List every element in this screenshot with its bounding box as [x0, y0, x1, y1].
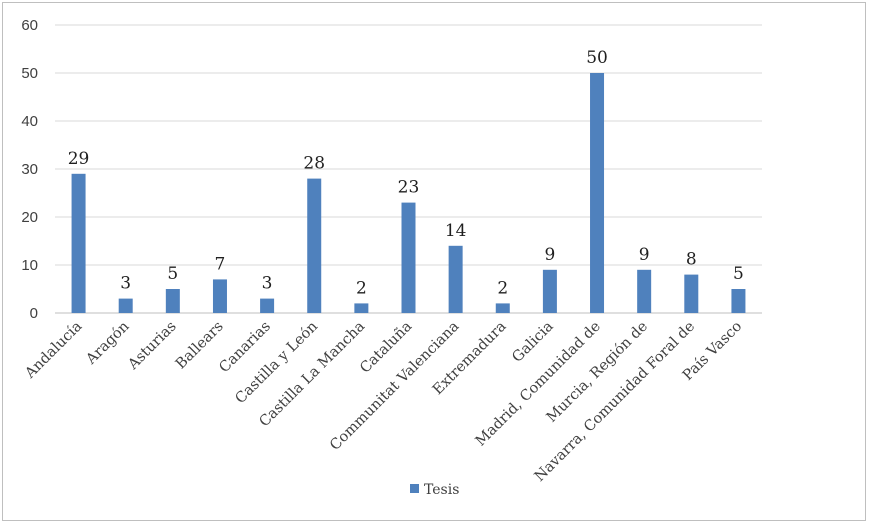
data-label: 14 — [445, 221, 467, 241]
data-label: 9 — [639, 245, 650, 265]
data-label: 3 — [120, 274, 131, 294]
data-label: 8 — [686, 250, 697, 270]
bar — [448, 245, 463, 313]
data-label: 3 — [262, 274, 273, 294]
bar — [354, 303, 369, 313]
data-label: 2 — [497, 278, 508, 298]
data-label: 2 — [356, 278, 367, 298]
bar — [212, 279, 227, 313]
y-tick-label: 10 — [21, 257, 38, 274]
y-tick-label: 40 — [21, 113, 38, 130]
data-label: 23 — [398, 178, 420, 198]
data-label: 29 — [68, 149, 90, 169]
bar — [118, 298, 133, 313]
bar — [731, 289, 746, 313]
legend-label: Tesis — [424, 482, 459, 498]
bar — [307, 178, 322, 313]
data-label: 5 — [167, 264, 178, 284]
data-label: 28 — [303, 154, 325, 174]
bar — [260, 298, 275, 313]
x-tick-label: Castilla y León — [232, 319, 321, 408]
y-tick-label: 50 — [21, 65, 38, 82]
x-tick-label: Andalucía — [22, 318, 86, 382]
bar — [401, 202, 416, 313]
x-tick-label: Asturias — [125, 319, 180, 374]
bar — [165, 289, 180, 313]
y-tick-label: 60 — [21, 17, 38, 34]
bar — [542, 269, 557, 313]
bar — [71, 173, 86, 313]
y-tick-label: 0 — [30, 305, 38, 322]
bar — [590, 73, 605, 313]
bar — [637, 269, 652, 313]
y-tick-label: 30 — [21, 161, 38, 178]
data-label: 5 — [733, 264, 744, 284]
data-label: 7 — [215, 254, 226, 274]
bar — [495, 303, 510, 313]
legend-swatch — [410, 484, 419, 493]
bar — [684, 274, 699, 313]
data-label: 50 — [586, 48, 608, 68]
y-tick-label: 20 — [21, 209, 38, 226]
data-label: 9 — [544, 245, 555, 265]
x-tick-label: Galicia — [509, 318, 557, 366]
